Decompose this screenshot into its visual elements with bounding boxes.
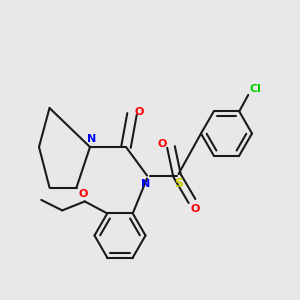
Text: S: S [174, 177, 183, 190]
Text: N: N [87, 134, 96, 144]
Text: O: O [79, 189, 88, 199]
Text: O: O [190, 204, 200, 214]
Text: O: O [158, 139, 167, 149]
Text: N: N [141, 179, 150, 189]
Text: Cl: Cl [250, 84, 262, 94]
Text: O: O [135, 106, 144, 117]
